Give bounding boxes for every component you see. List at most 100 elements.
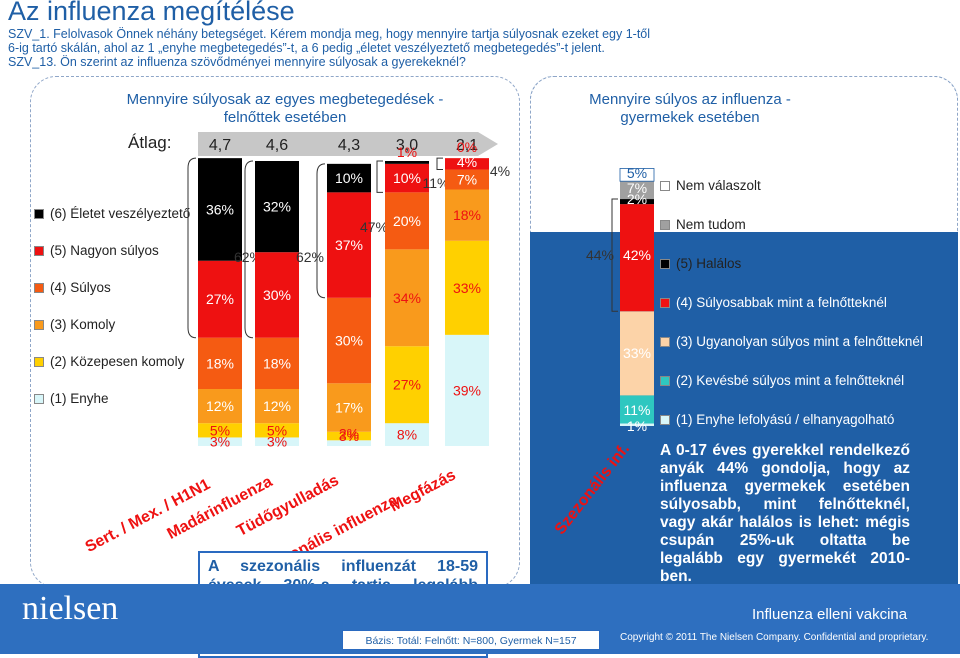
category-label-1: Madárinfluenza bbox=[164, 473, 275, 543]
legend-item-6: (6) Életet veszélyeztető bbox=[34, 195, 190, 232]
child-legend-item-2: (2) Kevésbé súlyos mint a felnőtteknél bbox=[660, 361, 923, 400]
category-label-4: Megfázás bbox=[387, 467, 459, 516]
bar-seg-1-3 bbox=[255, 337, 299, 389]
avg-arrow bbox=[198, 132, 498, 156]
child-bar-seg-0 bbox=[620, 423, 654, 426]
child-bar-label-4: 2% bbox=[627, 191, 647, 207]
bar-seg-1-1 bbox=[255, 423, 299, 438]
bar-label-1-4: 30% bbox=[263, 287, 291, 303]
bar-seg-4-1 bbox=[445, 240, 489, 335]
child-bar-seg-2 bbox=[620, 311, 654, 396]
child-bar-label-5: 7% bbox=[627, 180, 647, 196]
bar-seg-0-3 bbox=[198, 337, 242, 389]
footer-title: Influenza elleni vakcina bbox=[752, 606, 908, 623]
bar-seg-3-4 bbox=[385, 163, 429, 193]
bar-label-0-1: 5% bbox=[210, 422, 230, 438]
bar-label-3-0: 8% bbox=[397, 427, 417, 443]
child-legend-item-5: (5) Halálos bbox=[660, 244, 923, 283]
avg-value-4: 2,1 bbox=[456, 137, 478, 154]
bar-label-4-2: 18% bbox=[453, 207, 481, 223]
bar-seg-0-5 bbox=[198, 158, 242, 261]
bar-label-3-3: 20% bbox=[393, 213, 421, 229]
bar-label-1-5: 32% bbox=[263, 199, 291, 215]
child-note: A 0-17 éves gyerekkel rendelkező anyák 4… bbox=[660, 442, 910, 585]
legend-swatch-1 bbox=[34, 393, 44, 404]
bracket-total-1: 62% bbox=[296, 249, 324, 265]
bar-seg-4-2 bbox=[445, 189, 489, 241]
bar-label-4-5: 0% bbox=[457, 139, 477, 155]
bar-label-2-4: 37% bbox=[335, 237, 363, 253]
child-bar-label-2: 33% bbox=[623, 345, 651, 361]
bar-label-3-4: 10% bbox=[393, 170, 421, 186]
bar-seg-1-2 bbox=[255, 389, 299, 424]
bar-label-3-1: 27% bbox=[393, 377, 421, 393]
bar-seg-4-0 bbox=[445, 334, 489, 446]
question-line-1: SZV_1. Felolvasok Önnek néhány betegsége… bbox=[8, 27, 651, 41]
legend-swatch-2 bbox=[34, 356, 44, 367]
child-legend-swatch-3 bbox=[660, 336, 670, 347]
child-legend-swatch-nv bbox=[660, 180, 670, 191]
bar-label-3-5: 1% bbox=[397, 144, 417, 160]
bar-label-1-3: 18% bbox=[263, 355, 291, 371]
child-legend-item-4: (4) Súlyosabbak mint a felnőtteknél bbox=[660, 283, 923, 322]
bar-seg-2-4 bbox=[327, 192, 371, 298]
legend-swatch-5 bbox=[34, 245, 44, 256]
child-legend-swatch-1 bbox=[660, 414, 670, 425]
bracket-total-2: 47% bbox=[360, 219, 388, 235]
legend-swatch-3 bbox=[34, 319, 44, 330]
basis-note: Bázis: Totál: Felnőtt: N=800, Gyermek N=… bbox=[342, 630, 600, 650]
child-bar-label-3: 42% bbox=[623, 247, 651, 263]
bracket-0 bbox=[187, 157, 197, 339]
bar-label-4-4: 4% bbox=[457, 154, 477, 170]
child-legend-item-3: (3) Ugyanolyan súlyos mint a felnőttekné… bbox=[660, 322, 923, 361]
bar-seg-2-2 bbox=[327, 383, 371, 432]
bar-seg-0-1 bbox=[198, 423, 242, 438]
bar-seg-4-3 bbox=[445, 169, 489, 190]
child-bar-seg-3 bbox=[620, 204, 654, 312]
legend-item-5: (5) Nagyon súlyos bbox=[34, 232, 190, 269]
child-bar-label-1: 11% bbox=[624, 402, 651, 418]
bar-seg-2-5 bbox=[327, 163, 371, 193]
legend-item-4: (4) Súlyos bbox=[34, 269, 190, 306]
child-bar-label-6: 5% bbox=[627, 165, 647, 181]
bar-label-3-2: 34% bbox=[393, 290, 421, 306]
child-legend-item-nv: Nem válaszolt bbox=[660, 166, 923, 205]
child-category-label: Szezonális inf. bbox=[552, 441, 633, 538]
child-bracket-total: 44% bbox=[586, 247, 614, 263]
adult-legend: (6) Életet veszélyeztető (5) Nagyon súly… bbox=[34, 195, 190, 417]
bar-seg-2-0 bbox=[327, 440, 371, 446]
bar-label-4-3: 7% bbox=[457, 172, 477, 188]
bar-label-0-0: 3% bbox=[210, 434, 230, 450]
bar-label-2-1: 3% bbox=[339, 428, 359, 444]
child-legend: Nem válaszolt Nem tudom (5) Halálos (4) … bbox=[660, 166, 923, 439]
adult-panel-title: Mennyire súlyosak az egyes megbetegedése… bbox=[126, 91, 444, 126]
page-title: Az influenza megítélése bbox=[8, 0, 295, 26]
avg-label: Átlag: bbox=[128, 133, 171, 152]
bar-label-2-2: 17% bbox=[335, 400, 363, 416]
legend-item-1: (1) Enyhe bbox=[34, 380, 190, 417]
bar-seg-0-2 bbox=[198, 389, 242, 424]
bar-seg-3-0 bbox=[385, 423, 429, 446]
bracket-1 bbox=[244, 160, 254, 339]
bar-seg-0-4 bbox=[198, 260, 242, 338]
bracket-total-4: 4% bbox=[490, 163, 510, 179]
avg-value-0: 4,7 bbox=[209, 137, 231, 154]
bar-label-0-4: 27% bbox=[206, 291, 234, 307]
bracket-2 bbox=[316, 163, 326, 299]
bar-label-2-3: 30% bbox=[335, 333, 363, 349]
bar-label-0-3: 18% bbox=[206, 355, 234, 371]
bracket-3 bbox=[376, 160, 383, 193]
child-bar-seg-5 bbox=[620, 181, 654, 200]
avg-value-3: 3,0 bbox=[396, 137, 418, 154]
bar-label-4-0: 39% bbox=[453, 382, 481, 398]
child-legend-swatch-2 bbox=[660, 375, 670, 386]
child-bar-seg-1 bbox=[620, 395, 654, 424]
legend-swatch-4 bbox=[34, 282, 44, 293]
child-legend-item-nt: Nem tudom bbox=[660, 205, 923, 244]
legend-item-3: (3) Komoly bbox=[34, 306, 190, 343]
copyright: Copyright © 2011 The Nielsen Company. Co… bbox=[620, 632, 929, 643]
nielsen-logo: nielsen bbox=[22, 590, 119, 627]
bar-label-2-5: 10% bbox=[335, 170, 363, 186]
bracket-4 bbox=[436, 157, 443, 171]
question-line-3: SZV_13. Ön szerint az influenza szövődmé… bbox=[8, 55, 466, 69]
